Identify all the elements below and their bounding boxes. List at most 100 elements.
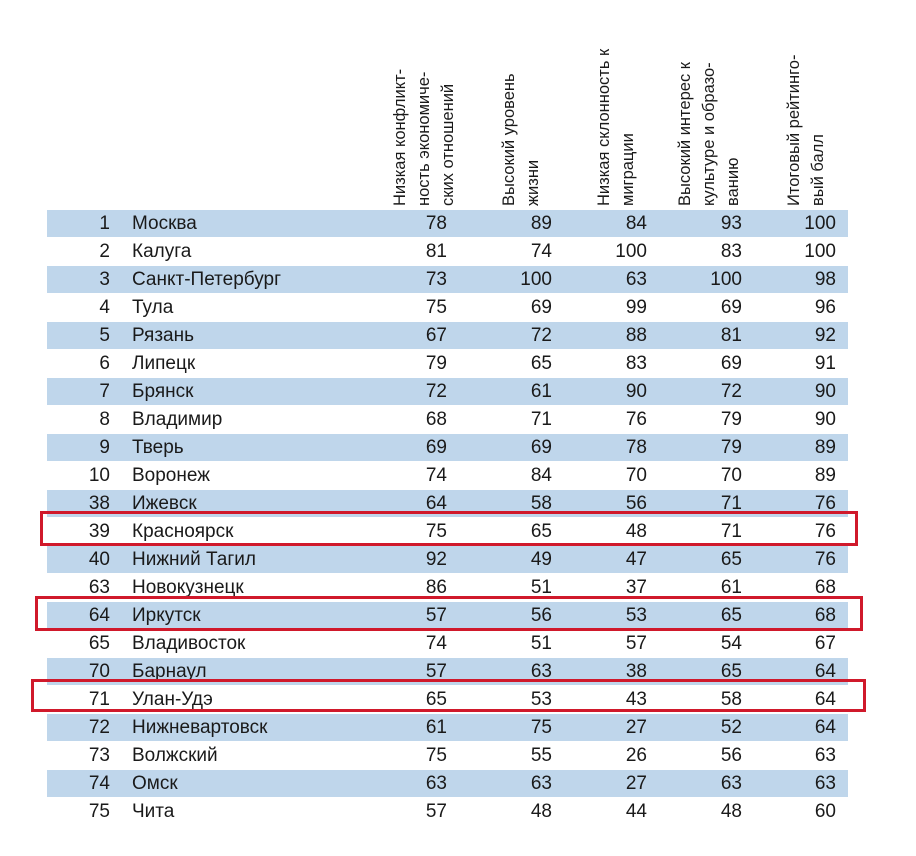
migration-cell: 99 xyxy=(625,297,647,318)
city-cell: Брянск xyxy=(132,381,194,402)
rank-cell: 72 xyxy=(88,717,110,738)
living-standard-cell: 48 xyxy=(530,801,552,822)
migration-cell: 57 xyxy=(625,633,647,654)
total-score-cell: 90 xyxy=(814,409,836,430)
total-score-cell: 68 xyxy=(814,605,836,626)
culture-education-cell: 54 xyxy=(720,633,742,654)
total-score-cell: 91 xyxy=(814,353,836,374)
total-score-cell: 76 xyxy=(814,493,836,514)
header-line: жизни xyxy=(524,159,542,206)
city-cell: Владивосток xyxy=(132,633,246,654)
living-standard-cell: 65 xyxy=(530,521,552,542)
migration-cell: 26 xyxy=(625,745,647,766)
total-score-cell: 96 xyxy=(814,297,836,318)
conflict-cell: 73 xyxy=(425,269,447,290)
culture-education-cell: 72 xyxy=(720,381,742,402)
header-line: Высокий уровень xyxy=(500,73,518,206)
table-row: 72 Нижневартовск 61 75 27 52 64 xyxy=(47,714,848,741)
rank-cell: 7 xyxy=(99,381,110,402)
table-row: 9 Тверь 69 69 78 79 89 xyxy=(47,434,848,461)
migration-cell: 53 xyxy=(625,605,647,626)
living-standard-cell: 63 xyxy=(530,773,552,794)
culture-education-cell: 65 xyxy=(720,605,742,626)
migration-cell: 78 xyxy=(625,437,647,458)
table-row: 40 Нижний Тагил 92 49 47 65 76 xyxy=(47,546,848,573)
culture-education-cell: 79 xyxy=(720,409,742,430)
city-cell: Красноярск xyxy=(132,521,234,542)
migration-cell: 43 xyxy=(625,689,647,710)
table-row: 4 Тула 75 69 99 69 96 xyxy=(47,294,848,321)
rank-cell: 9 xyxy=(99,437,110,458)
living-standard-cell: 51 xyxy=(530,633,552,654)
rank-cell: 8 xyxy=(99,409,110,430)
table-row: 64 Иркутск 57 56 53 65 68 xyxy=(47,602,848,629)
table-row: 65 Владивосток 74 51 57 54 67 xyxy=(47,630,848,657)
conflict-cell: 65 xyxy=(425,689,447,710)
rank-cell: 4 xyxy=(99,297,110,318)
header-line: ность экономиче- xyxy=(415,71,433,206)
rank-cell: 71 xyxy=(88,689,110,710)
highlight-box xyxy=(35,596,863,631)
culture-education-cell: 56 xyxy=(720,745,742,766)
living-standard-cell: 100 xyxy=(520,269,552,290)
living-standard-cell: 61 xyxy=(530,381,552,402)
total-score-cell: 89 xyxy=(814,437,836,458)
total-score-cell: 100 xyxy=(804,213,836,234)
living-standard-cell: 49 xyxy=(530,549,552,570)
conflict-cell: 75 xyxy=(425,297,447,318)
culture-education-cell: 81 xyxy=(720,325,742,346)
conflict-cell: 68 xyxy=(425,409,447,430)
table-row: 73 Волжский 75 55 26 56 63 xyxy=(47,742,848,769)
culture-education-cell: 52 xyxy=(720,717,742,738)
conflict-cell: 67 xyxy=(425,325,447,346)
conflict-cell: 78 xyxy=(425,213,447,234)
total-score-cell: 98 xyxy=(814,269,836,290)
total-score-cell: 63 xyxy=(814,773,836,794)
culture-education-cell: 71 xyxy=(720,521,742,542)
conflict-cell: 57 xyxy=(425,605,447,626)
migration-cell: 44 xyxy=(625,801,647,822)
city-cell: Тверь xyxy=(132,437,184,458)
city-cell: Калуга xyxy=(132,241,192,262)
rank-cell: 70 xyxy=(88,661,110,682)
rank-cell: 39 xyxy=(88,521,110,542)
total-score-cell: 92 xyxy=(814,325,836,346)
conflict-cell: 86 xyxy=(425,577,447,598)
migration-cell: 84 xyxy=(625,213,647,234)
conflict-cell: 79 xyxy=(425,353,447,374)
table-row: 8 Владимир 68 71 76 79 90 xyxy=(47,406,848,433)
rank-cell: 64 xyxy=(88,605,110,626)
total-score-cell: 60 xyxy=(814,801,836,822)
city-cell: Санкт-Петербург xyxy=(132,269,282,290)
conflict-cell: 63 xyxy=(425,773,447,794)
rank-cell: 75 xyxy=(88,801,110,822)
city-cell: Тула xyxy=(132,297,174,318)
table-row: 7 Брянск 72 61 90 72 90 xyxy=(47,378,848,405)
total-score-cell: 64 xyxy=(814,661,836,682)
total-score-cell: 67 xyxy=(814,633,836,654)
table-row: 10 Воронеж 74 84 70 70 89 xyxy=(47,462,848,489)
table-row: 2 Калуга 81 74 100 83 100 xyxy=(47,238,848,265)
culture-education-cell: 69 xyxy=(720,297,742,318)
conflict-cell: 57 xyxy=(425,801,447,822)
city-cell: Омск xyxy=(132,773,178,794)
rank-cell: 1 xyxy=(99,213,110,234)
conflict-cell: 74 xyxy=(425,633,447,654)
culture-education-cell: 71 xyxy=(720,493,742,514)
migration-cell: 83 xyxy=(625,353,647,374)
city-cell: Иркутск xyxy=(132,605,201,626)
header-conflict: Низкая конфликт-ность экономиче-ских отн… xyxy=(388,6,460,206)
header-migration: Низкая склонность к миграции xyxy=(592,6,640,206)
conflict-cell: 75 xyxy=(425,521,447,542)
living-standard-cell: 65 xyxy=(530,353,552,374)
city-cell: Волжский xyxy=(132,745,218,766)
header-line: культуре и образо- xyxy=(700,62,718,206)
total-score-cell: 89 xyxy=(814,465,836,486)
rank-cell: 10 xyxy=(88,465,110,486)
conflict-cell: 72 xyxy=(425,381,447,402)
rank-cell: 74 xyxy=(88,773,110,794)
living-standard-cell: 75 xyxy=(530,717,552,738)
total-score-cell: 68 xyxy=(814,577,836,598)
conflict-cell: 74 xyxy=(425,465,447,486)
